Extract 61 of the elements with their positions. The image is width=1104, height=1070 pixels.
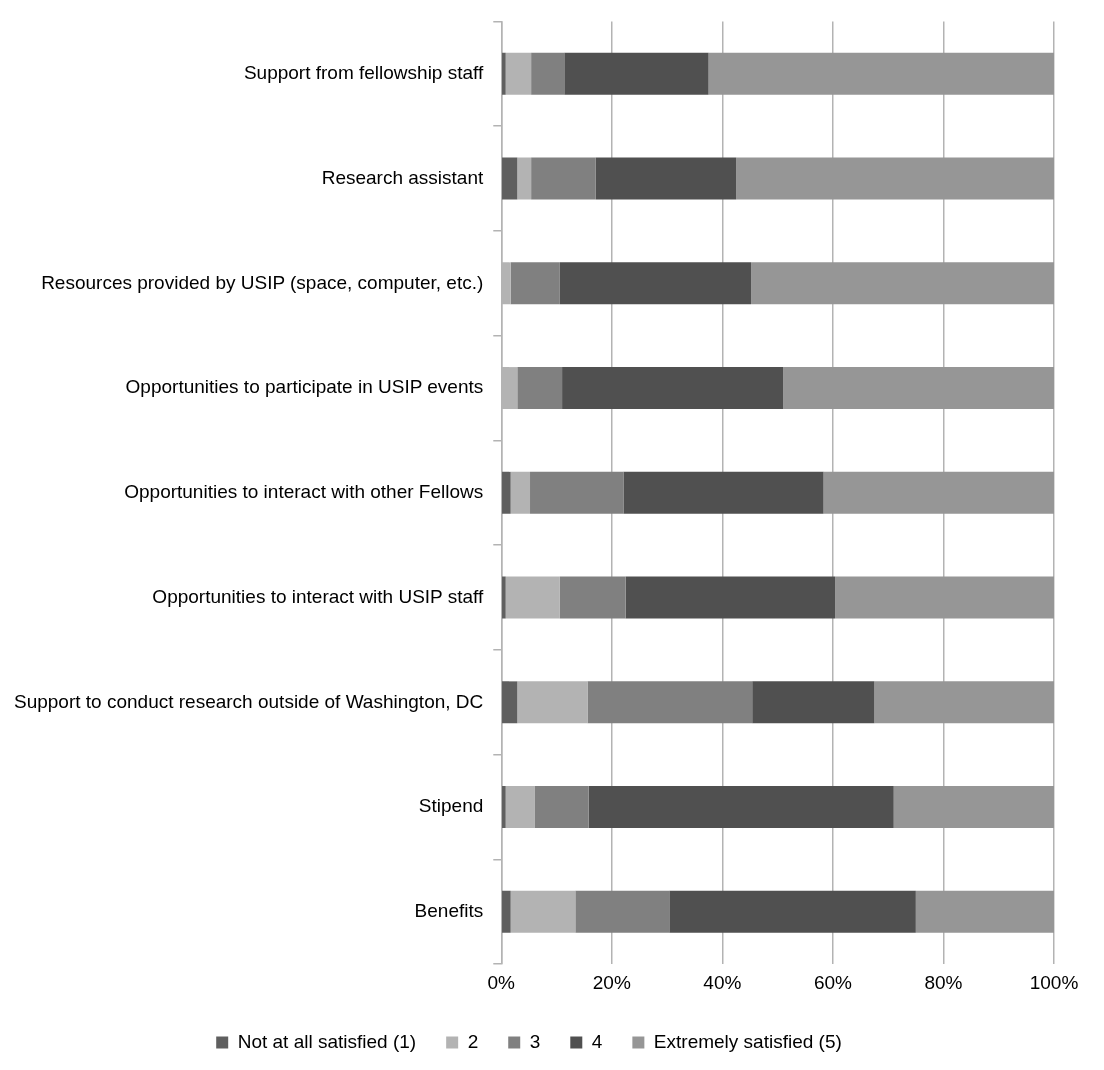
bar: [915, 890, 1054, 933]
bar: [502, 576, 506, 619]
y-tick-label: Opportunities to interact with other Fellows: [124, 481, 484, 503]
bar: [823, 471, 1054, 514]
bar: [736, 157, 1054, 200]
x-tick-label: 40%: [703, 971, 742, 993]
bar: [751, 262, 1054, 305]
bar: [835, 576, 1054, 619]
bar: [534, 786, 589, 829]
y-tick-label: Resources provided by USIP (space, computer, etc.): [41, 271, 484, 293]
bar: [502, 890, 511, 933]
y-tick-label: Opportunities to interact with USIP staff: [152, 585, 484, 607]
x-tick-label: 0%: [487, 971, 516, 993]
y-tick-label: Support from fellowship staff: [243, 62, 484, 84]
bar: [708, 52, 1054, 95]
bar: [502, 471, 511, 514]
bar: [502, 52, 506, 95]
x-tick-label: 20%: [592, 971, 631, 993]
bar: [502, 681, 518, 724]
bar: [559, 262, 752, 305]
bar: [893, 786, 1054, 829]
bar: [502, 157, 518, 200]
bar: [783, 367, 1054, 409]
bar: [517, 367, 563, 409]
bar: [517, 681, 588, 724]
bar: [530, 471, 624, 514]
bar: [564, 52, 709, 95]
bar: [505, 52, 532, 95]
x-tick-label: 80%: [924, 971, 963, 993]
legend-label: 4: [591, 1030, 603, 1052]
bar: [669, 890, 916, 933]
bar: [587, 681, 753, 724]
bar: [575, 890, 670, 933]
y-tick-label: Support to conduct research outside of Washington, DC: [13, 690, 484, 712]
bar: [505, 576, 560, 619]
y-tick-label: Opportunities to participate in USIP events: [125, 376, 484, 398]
bar: [517, 157, 532, 200]
y-tick-label: Benefits: [414, 900, 484, 922]
bar: [874, 681, 1054, 724]
bar: [531, 157, 596, 200]
y-tick-label: Research assistant: [321, 166, 484, 188]
bar: [510, 471, 531, 514]
legend-label: 2: [467, 1030, 479, 1052]
bar: [510, 890, 576, 933]
x-tick-label: 60%: [813, 971, 853, 993]
bar: [562, 367, 784, 409]
legend-label: Not at all satisfied (1): [237, 1030, 417, 1052]
x-tick-label: 100%: [1029, 971, 1079, 993]
bar: [623, 471, 824, 514]
legend-label: 3: [529, 1030, 541, 1052]
bar: [559, 576, 626, 619]
bar: [510, 262, 560, 305]
legend-label: Extremely satisfied (5): [653, 1030, 842, 1052]
bar: [625, 576, 836, 619]
bar: [531, 52, 565, 95]
y-tick-label: Stipend: [418, 795, 484, 817]
bar: [502, 786, 506, 829]
bar: [588, 786, 894, 829]
bar: [505, 786, 535, 829]
bar: [752, 681, 875, 724]
bar: [595, 157, 737, 200]
